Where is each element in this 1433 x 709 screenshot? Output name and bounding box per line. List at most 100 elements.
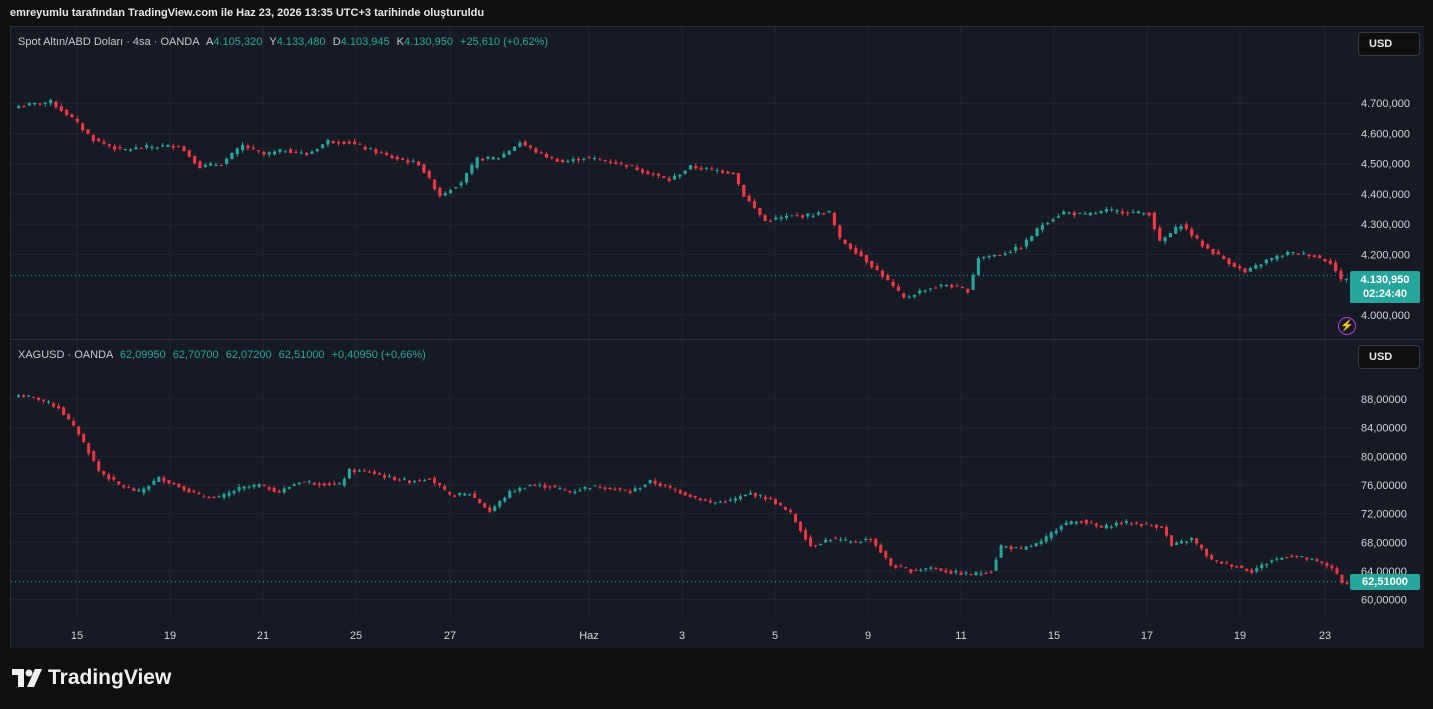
gold-candle	[278, 149, 282, 153]
gold-last-price-tag: 4.130,950 02:24:40	[1350, 271, 1420, 303]
silver-candle	[493, 506, 497, 511]
silver-low-value: 62,07200	[225, 349, 272, 361]
silver-candle	[397, 479, 402, 481]
silver-candle	[1084, 519, 1088, 524]
silver-candle	[498, 500, 502, 507]
silver-candle	[528, 485, 532, 487]
silver-y-tick-label: 80,00000	[1361, 451, 1407, 463]
gold-currency-button[interactable]: USD	[1358, 32, 1420, 56]
silver-candle	[157, 476, 161, 482]
gold-candle	[486, 156, 490, 159]
silver-candle	[543, 484, 547, 488]
gold-candle	[950, 284, 954, 288]
silver-candle	[789, 509, 793, 513]
gold-candle	[102, 141, 106, 144]
gold-candle	[560, 159, 565, 163]
gold-candle	[1280, 255, 1284, 257]
gold-candle	[1152, 212, 1156, 230]
lightning-icon[interactable]: ⚡	[1338, 317, 1356, 335]
silver-candle	[117, 481, 121, 485]
silver-candle	[1330, 565, 1334, 569]
gold-candle	[539, 152, 543, 154]
silver-candle	[733, 498, 737, 501]
silver-candle	[478, 498, 482, 504]
gold-candle	[1318, 255, 1322, 259]
gold-candle	[678, 174, 682, 177]
silver-candle	[212, 496, 216, 498]
silver-candle	[1310, 558, 1314, 560]
x-tick-label: 19	[164, 630, 176, 642]
gold-candlestick-chart[interactable]: 4.700,000 4.600,000 4.500,000 4.400,000 4.30…	[11, 27, 1424, 339]
gold-candle	[1062, 211, 1066, 215]
gold-candle	[262, 152, 266, 155]
gold-candle	[1286, 251, 1290, 255]
silver-candle	[403, 478, 407, 480]
gold-candle	[1184, 224, 1188, 229]
silver-candle	[974, 572, 978, 576]
x-tick-label: 9	[865, 630, 871, 642]
silver-candle	[1275, 558, 1279, 560]
gold-pane[interactable]: 4.700,000 4.600,000 4.500,000 4.400,000 4.30…	[11, 27, 1424, 339]
gold-candle	[1216, 251, 1220, 255]
gold-candle	[987, 255, 991, 258]
gold-candle	[91, 135, 95, 142]
silver-candle	[37, 397, 41, 400]
silver-candle	[648, 479, 652, 484]
silver-candle	[137, 490, 141, 492]
silver-candle	[1034, 543, 1038, 547]
gold-candle	[662, 176, 666, 178]
silver-candle	[82, 434, 86, 443]
gold-background	[11, 27, 1424, 339]
gold-candle	[1179, 226, 1183, 230]
silver-candle	[588, 487, 592, 489]
silver-symbol: XAGUSD · OANDA	[18, 349, 113, 361]
gold-y-tick-label: 4.500,000	[1361, 159, 1410, 171]
silver-candle	[939, 568, 943, 571]
gold-candle	[891, 281, 895, 287]
gold-candle	[1094, 213, 1098, 215]
gold-candle	[384, 152, 389, 155]
silver-candle	[778, 502, 782, 506]
silver-candle	[643, 484, 647, 487]
silver-candle	[42, 399, 46, 402]
silver-currency-button[interactable]: USD	[1358, 345, 1420, 369]
silver-candle	[668, 486, 672, 488]
silver-candle	[678, 490, 682, 494]
silver-candle	[1044, 536, 1048, 542]
gold-candle	[528, 145, 533, 148]
silver-candle	[1019, 547, 1023, 549]
time-axis[interactable]: 15 19 21 25 27 Haz 3 5 9 11 15 17 19 23	[11, 618, 1424, 648]
silver-candle	[272, 487, 276, 493]
gold-candle	[331, 141, 335, 143]
pane-separator[interactable]	[11, 339, 1424, 340]
silver-candle	[924, 568, 928, 570]
silver-candle	[864, 538, 868, 541]
gold-candle	[1190, 228, 1194, 236]
silver-candle	[1059, 525, 1063, 530]
chart-frame[interactable]: 4.700,000 4.600,000 4.500,000 4.400,000 4.30…	[10, 26, 1424, 648]
silver-candlestick-chart[interactable]: 88,00000 84,00000 80,00000 76,00000 72,00000…	[11, 340, 1424, 618]
silver-candle	[989, 571, 993, 573]
silver-pane[interactable]: 88,00000 84,00000 80,00000 76,00000 72,00000…	[11, 340, 1424, 618]
silver-candle	[638, 487, 642, 490]
gold-candle	[38, 103, 42, 105]
silver-candle	[337, 483, 341, 485]
silver-candle	[1250, 570, 1254, 573]
gold-candle	[326, 140, 330, 145]
gold-candle	[710, 168, 714, 170]
silver-candle	[1124, 521, 1128, 523]
silver-candle	[874, 538, 878, 546]
gold-candle	[107, 144, 111, 147]
gold-candle	[129, 149, 133, 151]
silver-candle	[804, 530, 808, 540]
silver-candle	[92, 451, 96, 461]
gold-candle	[33, 102, 37, 105]
silver-candle	[468, 494, 472, 496]
silver-candle	[623, 489, 627, 491]
silver-high-value: 62,70700	[172, 349, 219, 361]
gold-candle	[694, 166, 698, 169]
silver-candle	[277, 490, 281, 493]
silver-candle	[352, 469, 356, 473]
silver-candle	[523, 488, 527, 490]
gold-candle	[774, 217, 778, 220]
